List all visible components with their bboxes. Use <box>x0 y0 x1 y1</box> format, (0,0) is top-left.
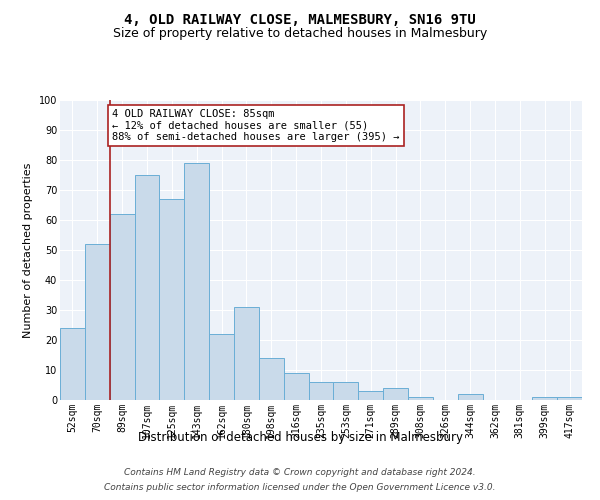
Bar <box>383 388 408 400</box>
Bar <box>110 214 134 400</box>
Bar <box>334 382 358 400</box>
Text: 4, OLD RAILWAY CLOSE, MALMESBURY, SN16 9TU: 4, OLD RAILWAY CLOSE, MALMESBURY, SN16 9… <box>124 12 476 26</box>
Bar <box>234 307 259 400</box>
Text: Contains public sector information licensed under the Open Government Licence v3: Contains public sector information licen… <box>104 483 496 492</box>
Bar <box>209 334 234 400</box>
Bar <box>358 391 383 400</box>
Bar <box>458 394 482 400</box>
Text: Distribution of detached houses by size in Malmesbury: Distribution of detached houses by size … <box>137 431 463 444</box>
Bar <box>259 358 284 400</box>
Bar <box>557 397 582 400</box>
Bar <box>308 382 334 400</box>
Text: Contains HM Land Registry data © Crown copyright and database right 2024.: Contains HM Land Registry data © Crown c… <box>124 468 476 477</box>
Bar <box>408 397 433 400</box>
Bar <box>134 175 160 400</box>
Text: 4 OLD RAILWAY CLOSE: 85sqm
← 12% of detached houses are smaller (55)
88% of semi: 4 OLD RAILWAY CLOSE: 85sqm ← 12% of deta… <box>112 109 400 142</box>
Bar <box>532 397 557 400</box>
Bar <box>160 199 184 400</box>
Bar <box>60 328 85 400</box>
Bar <box>184 163 209 400</box>
Text: Size of property relative to detached houses in Malmesbury: Size of property relative to detached ho… <box>113 28 487 40</box>
Bar <box>284 373 308 400</box>
Y-axis label: Number of detached properties: Number of detached properties <box>23 162 33 338</box>
Bar <box>85 244 110 400</box>
